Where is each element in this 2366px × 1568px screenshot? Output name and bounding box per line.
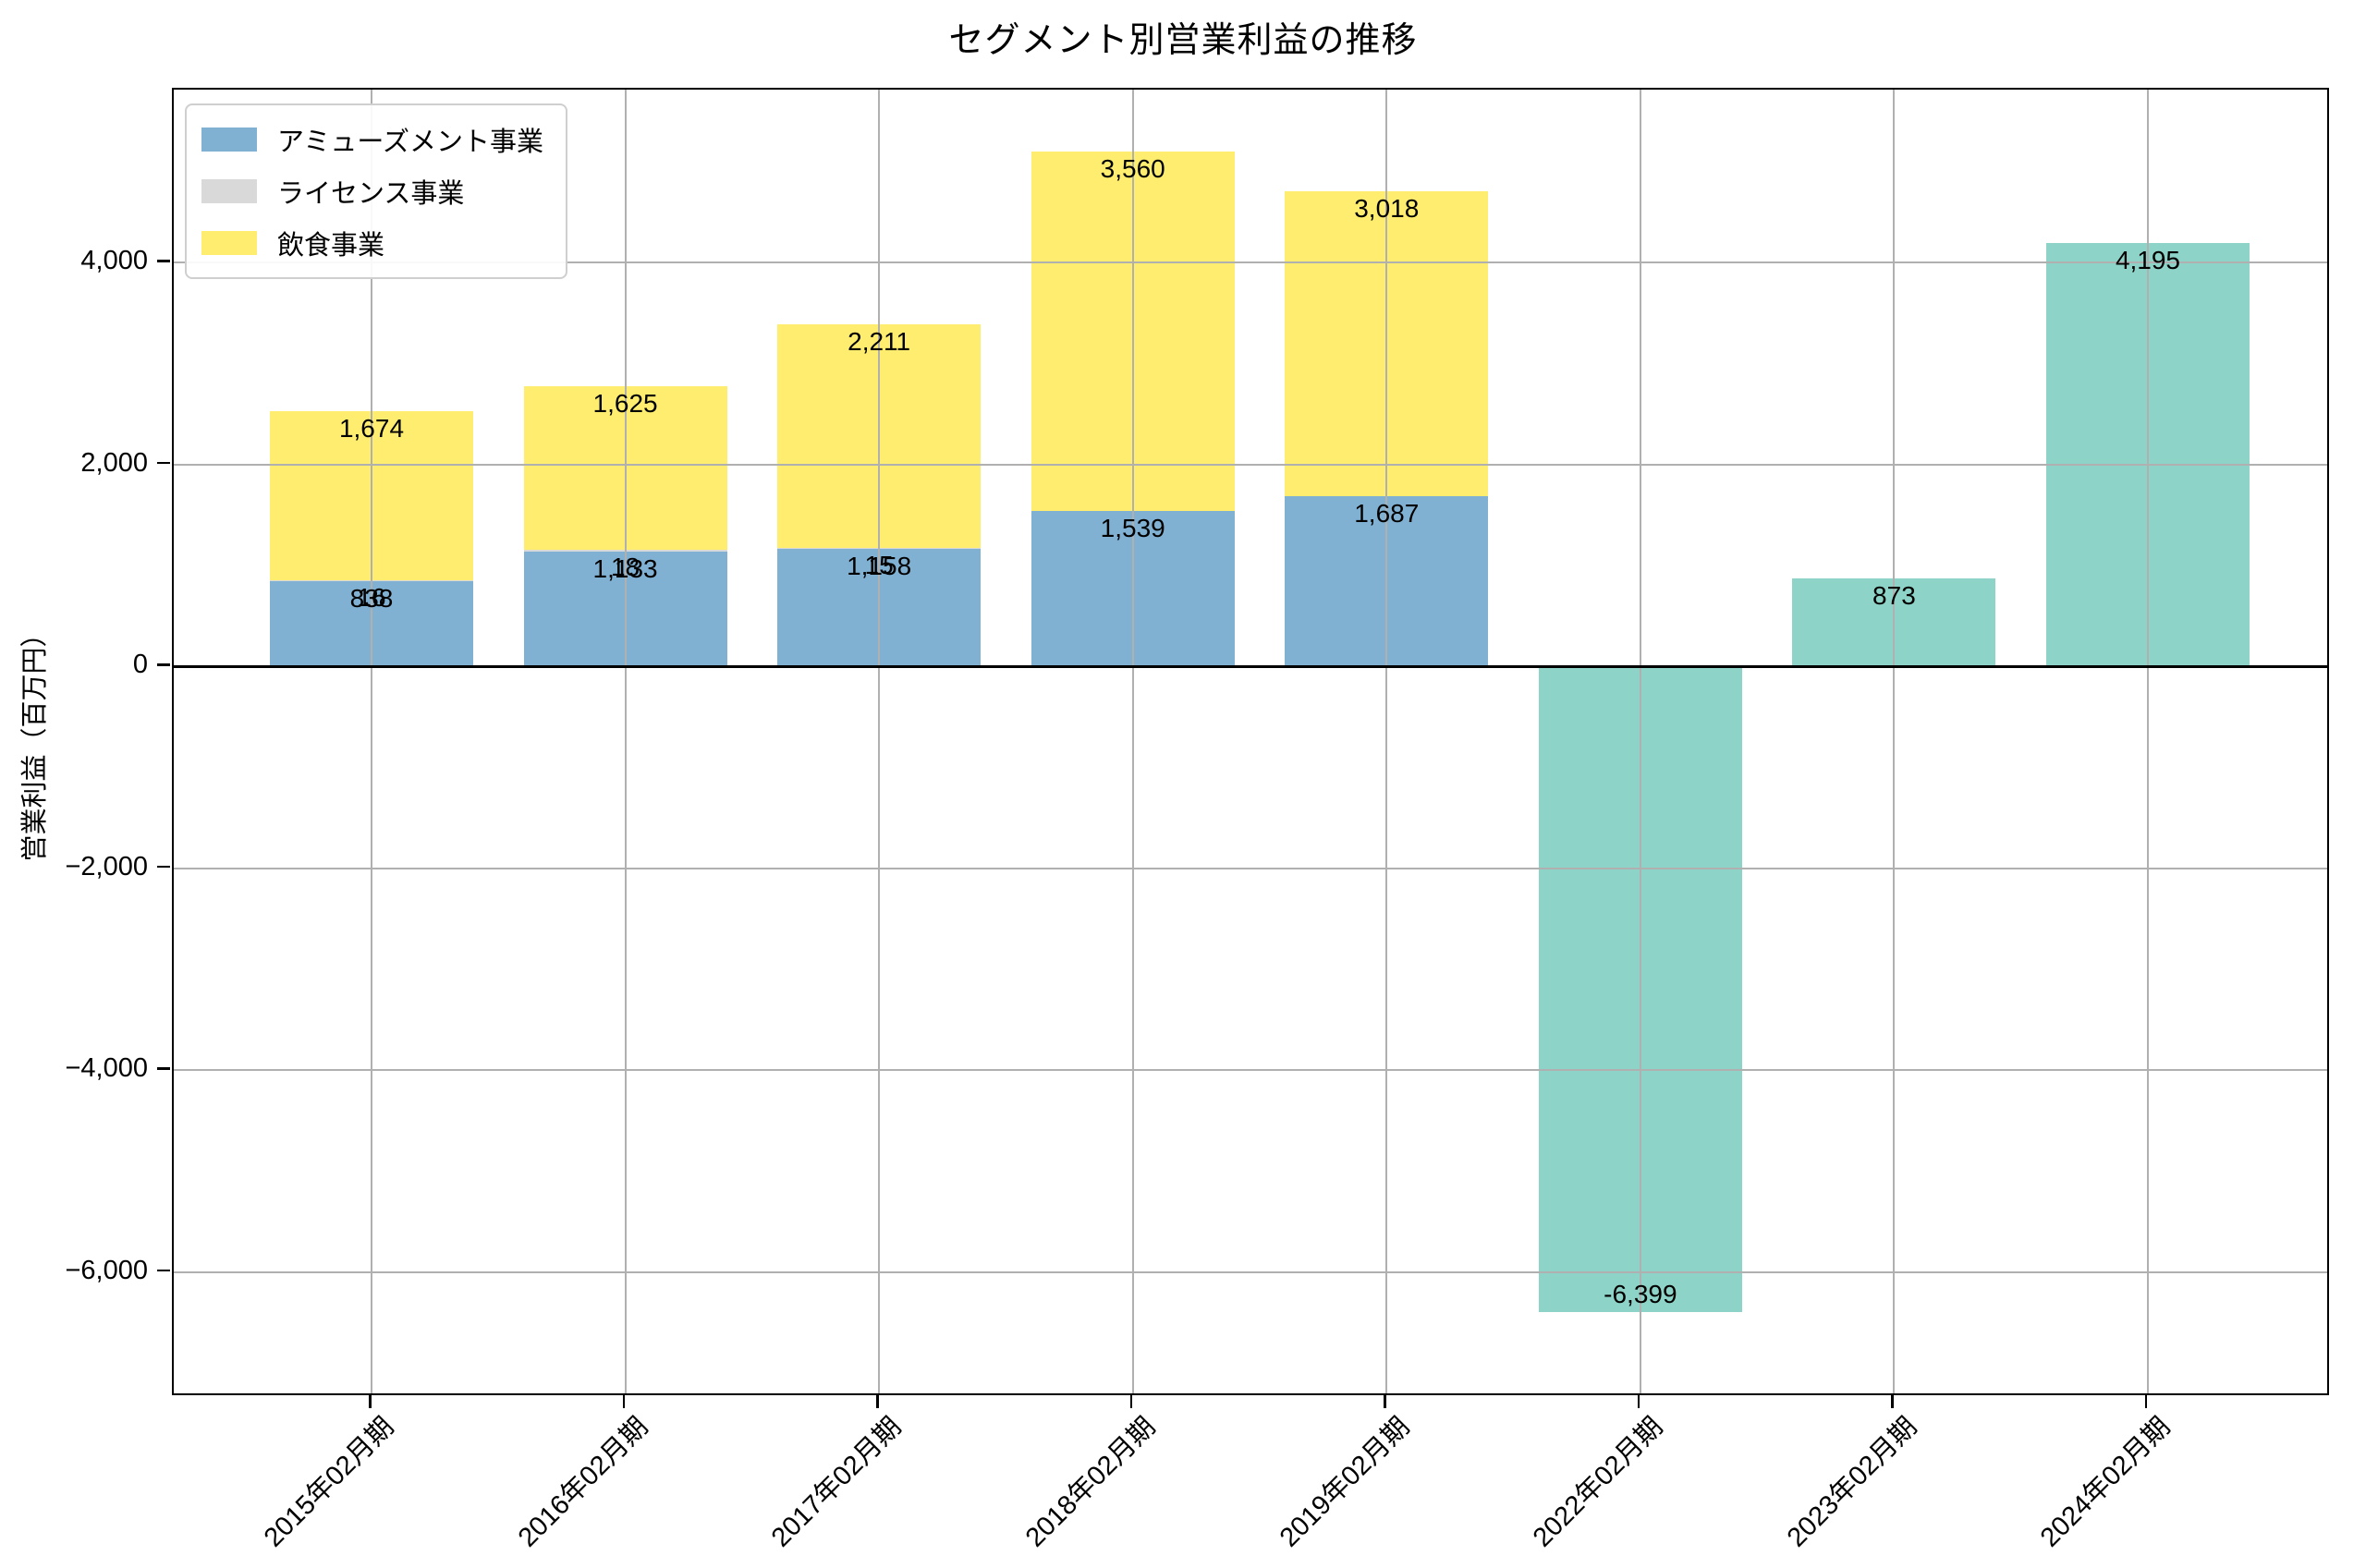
bar-value-label: 838 [349,584,394,614]
y-tick-label: 4,000 [80,246,148,275]
x-tick-mark [876,1395,879,1408]
y-tick-label: −2,000 [65,851,148,881]
bar-value-label: 2,211 [848,327,911,357]
gridline-v [624,90,627,1393]
plot-area: 838 16 1,674 1,133 18 1,625 1,158 15 2,211 1,539 3… [172,88,2329,1395]
bar-value-label: 1,539 [1100,513,1165,542]
x-tick-mark [2144,1395,2148,1408]
gridline-v [1639,90,1641,1393]
gridline-v [1385,90,1388,1393]
bar-value-label: 873 [1872,580,1916,610]
y-tick-mark [157,461,170,464]
gridline-v [1893,90,1896,1393]
legend-label: ライセンス事業 [277,179,465,209]
x-tick-mark [1129,1395,1133,1408]
legend: アミューズメント事業 ライセンス事業 飲食事業 [185,103,567,279]
y-tick-label: 2,000 [80,447,148,478]
gridline-v [2146,90,2149,1393]
legend-label: 飲食事業 [277,231,385,261]
bar-value-label: 1,674 [338,413,405,443]
legend-swatch-food [201,231,257,255]
y-tick-label: −4,000 [65,1053,148,1083]
gridline-v [878,90,881,1393]
x-tick-label: 2018年02月期 [1019,1412,1162,1553]
x-tick-label: 2019年02月期 [1274,1412,1415,1553]
bar-value-label: -6,399 [1604,1280,1677,1309]
gridline-h [174,463,2327,466]
legend-item: ライセンス事業 [201,172,543,211]
bar-value-label: 4,195 [2115,245,2181,274]
x-tick-mark [1891,1395,1894,1408]
x-tick-label: 2015年02月期 [259,1412,400,1553]
y-tick-mark [157,865,170,868]
gridline-h [174,1270,2327,1273]
bar-value-label: 1,625 [592,388,658,418]
legend-swatch-amusement [201,128,257,152]
gridline-v [1131,90,1134,1393]
gridline-h [174,1069,2327,1071]
grid-layer [174,90,2327,1393]
y-tick-mark [157,663,170,666]
bar-value-label: 1,158 [847,552,912,581]
zero-axis-line [174,664,2327,668]
x-tick-mark [369,1395,372,1408]
x-tick-label: 2016年02月期 [512,1412,654,1553]
bar-labels-layer: 838 16 1,674 1,133 18 1,625 1,158 15 2,211 1,539 3… [174,90,2327,1393]
x-tick-label: 2022年02月期 [1527,1412,1669,1553]
bar-value-label: 15 [864,550,894,579]
x-tick-label: 2023年02月期 [1781,1412,1923,1553]
legend-item: 飲食事業 [201,224,543,262]
bar-value-label: 1,687 [1354,498,1420,528]
bar-value-label: 16 [357,582,386,612]
legend-label: アミューズメント事業 [277,128,543,157]
x-tick-label: 2017年02月期 [766,1412,908,1553]
gridline-h [174,867,2327,869]
gridline-v [371,90,372,1393]
x-tick-label: 2024年02月期 [2035,1412,2177,1553]
bar-value-label: 3,560 [1100,153,1165,183]
x-tick-mark [1384,1395,1386,1408]
bar-value-label: 1,133 [592,554,658,584]
legend-swatch-license [201,179,257,203]
chart-title: セグメント別営業利益の推移 [948,21,1418,60]
bar-value-label: 3,018 [1354,193,1420,223]
y-tick-mark [157,1269,170,1271]
y-tick-label: −6,000 [65,1255,148,1285]
bar-value-label: 18 [610,553,640,582]
y-tick-mark [157,260,170,262]
y-tick-mark [157,1067,170,1070]
x-tick-mark [1637,1395,1640,1408]
gridline-h [174,261,2327,263]
y-tick-label: 0 [132,650,148,679]
x-tick-mark [622,1395,626,1408]
legend-item: アミューズメント事業 [201,120,543,159]
